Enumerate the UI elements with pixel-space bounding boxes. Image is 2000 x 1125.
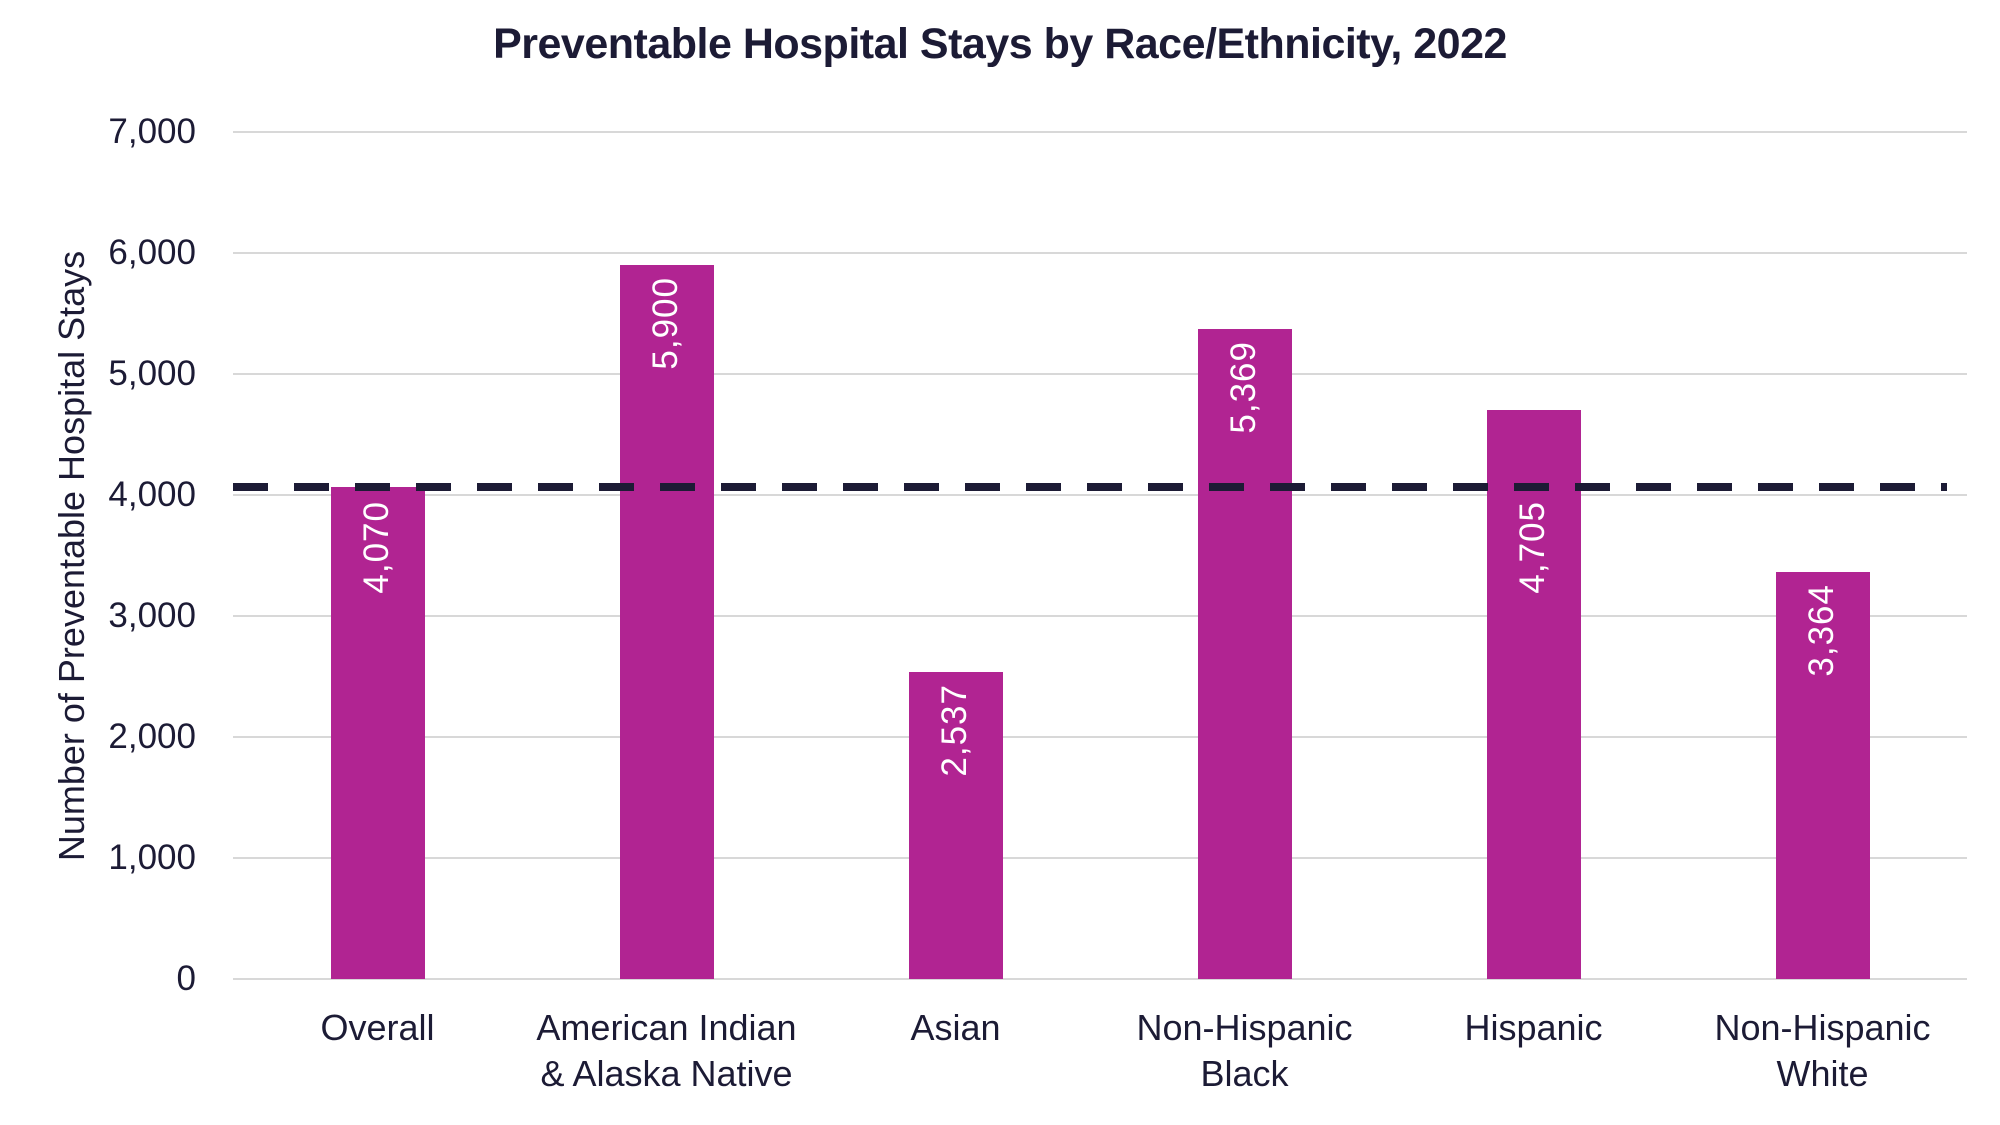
reference-line	[233, 482, 1947, 491]
gridline-1000	[233, 857, 1967, 859]
y-tick-label-6000: 6,000	[108, 233, 196, 272]
bar-value-label-hispanic: 4,705	[1512, 500, 1552, 594]
gridline-5000	[233, 373, 1967, 375]
y-tick-label-3000: 3,000	[108, 596, 196, 635]
bar-value-label-american-indian-alaska-native: 5,900	[645, 277, 685, 370]
x-axis-label-non-hispanic-white: Non-Hispanic White	[1714, 1007, 1931, 1094]
bar-non-hispanic-black	[1197, 329, 1292, 979]
bar-value-label-asian: 2,537	[934, 684, 974, 777]
x-axis-label-overall: Overall	[320, 1007, 435, 1048]
bar-american-indian-alaska-native	[619, 265, 714, 979]
gridline-4000	[233, 494, 1967, 496]
y-tick-label-0: 0	[176, 959, 196, 998]
bar-value-label-non-hispanic-white: 3,364	[1801, 583, 1841, 677]
gridline-3000	[233, 615, 1967, 617]
gridline-0	[233, 978, 1967, 980]
x-axis-label-hispanic: Hispanic	[1464, 1007, 1603, 1048]
gridline-6000	[233, 252, 1967, 254]
bar-value-label-non-hispanic-black: 5,369	[1223, 341, 1263, 434]
x-axis-label-non-hispanic-black: Non-Hispanic Black	[1136, 1007, 1353, 1094]
y-tick-label-1000: 1,000	[108, 838, 196, 877]
bar-hispanic	[1486, 409, 1581, 979]
gridline-2000	[233, 736, 1967, 738]
y-tick-label-4000: 4,000	[108, 475, 196, 514]
y-tick-label-5000: 5,000	[108, 354, 196, 393]
y-tick-label-2000: 2,000	[108, 717, 196, 756]
bar-asian	[908, 672, 1003, 979]
gridline-7000	[233, 131, 1967, 133]
chart-title: Preventable Hospital Stays by Race/Ethni…	[493, 20, 1507, 68]
bar-overall	[330, 486, 425, 979]
y-tick-label-7000: 7,000	[108, 112, 196, 151]
x-axis-label-american-indian-alaska-native: American Indian & Alaska Native	[536, 1007, 797, 1094]
bar-non-hispanic-white	[1775, 571, 1870, 979]
bar-value-label-overall: 4,070	[356, 500, 396, 594]
x-axis-label-asian: Asian	[910, 1007, 1001, 1048]
